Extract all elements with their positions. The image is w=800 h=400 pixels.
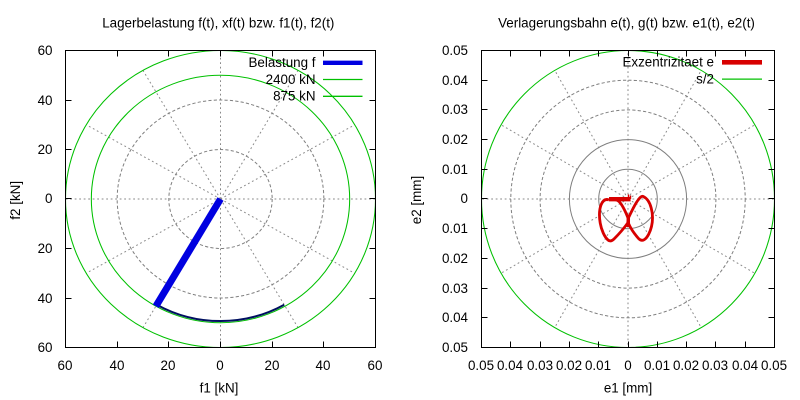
svg-text:e2 [mm]: e2 [mm]	[409, 176, 424, 224]
svg-text:0.02: 0.02	[556, 358, 582, 373]
svg-text:60: 60	[368, 358, 383, 373]
svg-text:0.03: 0.03	[442, 281, 468, 296]
svg-text:0.04: 0.04	[497, 358, 524, 373]
svg-text:0: 0	[461, 191, 468, 206]
svg-text:20: 20	[38, 241, 53, 256]
svg-text:s/2: s/2	[696, 71, 714, 86]
svg-text:0: 0	[45, 191, 52, 206]
svg-text:f1 [kN]: f1 [kN]	[200, 381, 239, 396]
svg-text:0.05: 0.05	[442, 340, 468, 355]
svg-text:f2 [kN]: f2 [kN]	[8, 181, 23, 220]
svg-text:e1 [mm]: e1 [mm]	[604, 381, 652, 396]
svg-text:Belastung f: Belastung f	[249, 55, 316, 70]
svg-text:Verlagerungsbahn e(t), g(t) bz: Verlagerungsbahn e(t), g(t) bzw. e1(t), …	[498, 16, 755, 31]
svg-text:0.03: 0.03	[442, 102, 468, 117]
svg-text:0.04: 0.04	[442, 310, 469, 325]
svg-text:0.02: 0.02	[442, 251, 468, 266]
svg-text:0.02: 0.02	[442, 132, 468, 147]
svg-text:0.01: 0.01	[644, 358, 670, 373]
svg-text:Exzentrizitaet e: Exzentrizitaet e	[622, 55, 714, 70]
svg-text:0.02: 0.02	[673, 358, 699, 373]
svg-text:60: 60	[38, 43, 53, 58]
svg-text:875 kN: 875 kN	[273, 89, 315, 104]
svg-text:0.01: 0.01	[585, 358, 611, 373]
svg-text:0: 0	[624, 358, 631, 373]
svg-text:40: 40	[316, 358, 331, 373]
svg-text:40: 40	[38, 93, 53, 108]
svg-text:20: 20	[161, 358, 176, 373]
svg-text:40: 40	[110, 358, 125, 373]
svg-text:0.05: 0.05	[468, 358, 494, 373]
svg-text:0.01: 0.01	[442, 162, 468, 177]
svg-text:60: 60	[38, 340, 53, 355]
svg-text:20: 20	[265, 358, 280, 373]
svg-text:Lagerbelastung f(t), xf(t) bzw: Lagerbelastung f(t), xf(t) bzw. f1(t), f…	[102, 16, 334, 31]
svg-text:0: 0	[216, 358, 223, 373]
svg-text:2400 kN: 2400 kN	[266, 72, 316, 87]
svg-text:0.05: 0.05	[761, 358, 787, 373]
svg-text:40: 40	[38, 291, 53, 306]
svg-text:0.04: 0.04	[732, 358, 759, 373]
svg-text:0.03: 0.03	[527, 358, 553, 373]
svg-text:60: 60	[58, 358, 73, 373]
svg-text:20: 20	[38, 142, 53, 157]
svg-text:0.05: 0.05	[442, 43, 468, 58]
svg-text:0.01: 0.01	[442, 221, 468, 236]
svg-text:0.03: 0.03	[702, 358, 728, 373]
svg-text:0.04: 0.04	[442, 73, 469, 88]
